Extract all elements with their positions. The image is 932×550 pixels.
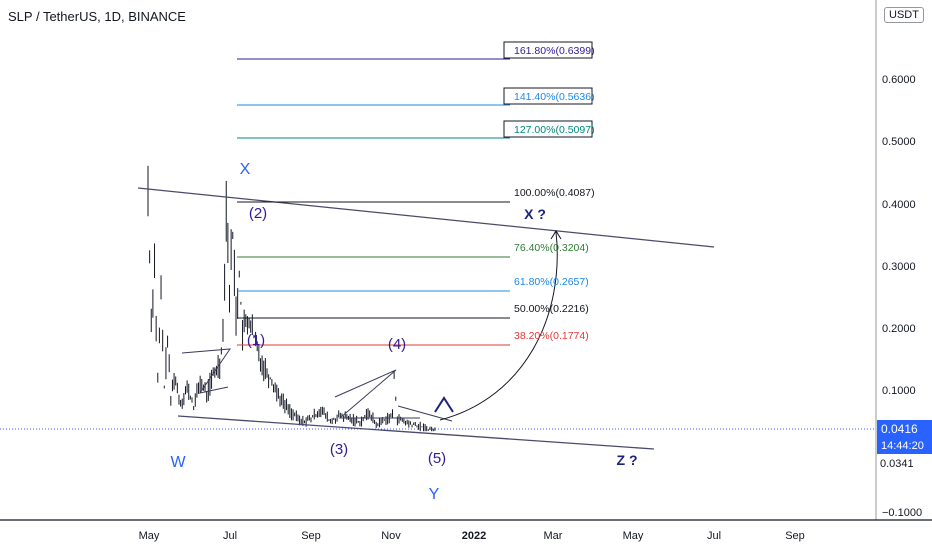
wave-label: (2)	[249, 205, 267, 222]
time-tick-label: Jul	[223, 530, 237, 542]
wave-label: (5)	[428, 450, 446, 467]
fib-retracement[interactable]: 161.80%(0.6399) 141.40%(0.5636) 127.00%(0.…	[237, 41, 595, 346]
projection-arrowhead	[550, 230, 562, 240]
wave-label: X ?	[524, 206, 546, 222]
time-tick-label: Sep	[785, 530, 805, 542]
price-tick-label: 0.4000	[882, 199, 916, 211]
time-tick-label: Mar	[544, 530, 563, 542]
time-tick-label: May	[623, 530, 644, 542]
fib-level-label: 141.40%(0.5636)	[514, 91, 595, 103]
fib-label-box	[503, 87, 593, 105]
time-tick-label: May	[139, 530, 160, 542]
bar-countdown-label: 14:44:20	[877, 438, 932, 454]
price-tick-label: 0.5000	[882, 136, 916, 148]
price-tick-label: −0.1000	[882, 507, 922, 519]
currency-button[interactable]: USDT	[884, 7, 924, 23]
time-tick-label: Nov	[381, 530, 401, 542]
current-price-label: 0.0416	[877, 420, 932, 438]
time-tick-label: 2022	[462, 530, 486, 542]
breakout-arrow	[434, 396, 454, 413]
wave-annotations: X (2) (1) (4) (3) (5) W Y X ? Z ?	[170, 161, 637, 503]
wave-label: (3)	[330, 441, 348, 458]
price-series	[147, 165, 436, 432]
price-tick-label: 0.2000	[882, 323, 916, 335]
wave-label: X	[240, 161, 251, 178]
time-tick-label: Sep	[301, 530, 321, 542]
triangle-pattern-4	[334, 369, 420, 419]
fib-label-box	[503, 120, 593, 138]
price-axis-labels: 0.6000 0.5000 0.4000 0.3000 0.2000 0.1000 −0.1…	[882, 74, 922, 519]
upper-channel-trendline	[137, 187, 715, 248]
fib-level-label: 127.00%(0.5097)	[514, 124, 595, 136]
time-tick-label: Jul	[707, 530, 721, 542]
chart-title: SLP / TetherUS, 1D, BINANCE	[8, 9, 186, 24]
price-tick-label: 0.6000	[882, 74, 916, 86]
wave-label: Y	[429, 486, 440, 503]
fib-level-label: 100.00%(0.4087)	[514, 187, 595, 199]
lower-channel-trendline	[177, 415, 655, 450]
price-marker-label: 0.0341	[880, 458, 914, 470]
fib-level-label: 38.20%(0.1774)	[514, 330, 589, 342]
price-tick-label: 0.3000	[882, 261, 916, 273]
wedge-pattern-5	[397, 405, 453, 422]
fib-level-label: 61.80%(0.2657)	[514, 276, 589, 288]
price-tick-label: 0.1000	[882, 385, 916, 397]
wave-label: Z ?	[617, 452, 638, 468]
wave-label: (1)	[247, 332, 265, 349]
fib-level-label: 76.40%(0.3204)	[514, 242, 589, 254]
fib-level-label: 161.80%(0.6399)	[514, 45, 595, 57]
fib-level-label: 50.00%(0.2216)	[514, 303, 589, 315]
triangle-pattern-1	[181, 348, 232, 394]
wave-label: W	[170, 454, 186, 471]
time-axis-labels: May Jul Sep Nov 2022 Mar May Jul Sep	[139, 530, 805, 542]
wave-label: (4)	[388, 336, 406, 353]
fib-label-box	[503, 41, 593, 59]
projection-arc	[439, 231, 558, 421]
